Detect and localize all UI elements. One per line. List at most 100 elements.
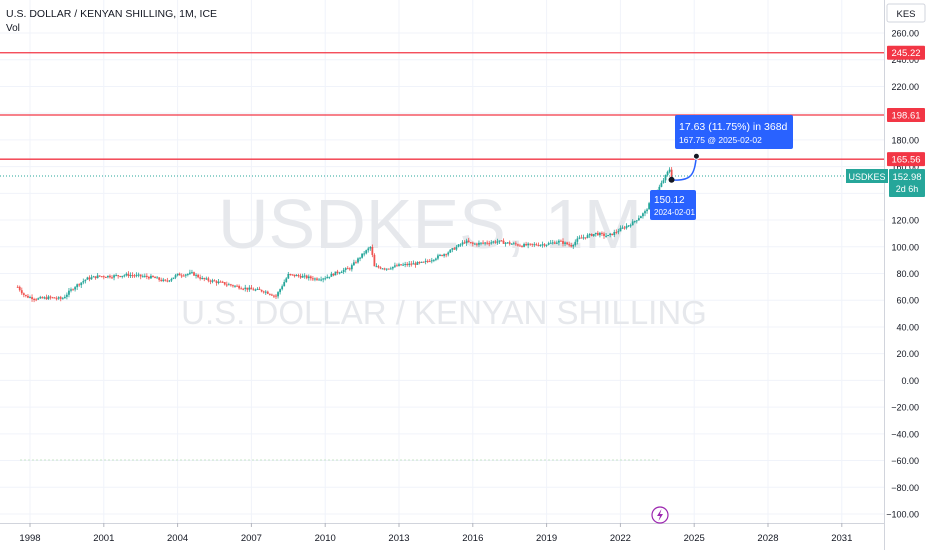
candle-body [445,254,448,256]
candle-body [82,281,85,283]
candle-body [443,254,445,256]
candle-body [605,235,607,237]
measure-start-point[interactable] [668,176,675,183]
candle-body [16,286,19,288]
candle-body [160,279,163,281]
candle-body [279,289,281,293]
candle-body [76,284,79,288]
measure-start-box [650,190,696,220]
candle-body [590,233,593,236]
candle-body [508,242,511,245]
candle-body [586,235,589,238]
currency-label: KES [896,9,915,20]
candle-body [517,244,519,246]
candle-body [303,275,306,277]
candle-body [121,275,124,277]
candle-body [523,243,525,247]
candle-body [45,297,48,300]
candle-body [90,277,93,280]
time-tick-label: 2013 [388,533,409,544]
candle-body [601,232,603,234]
candle-body [115,275,117,277]
volume-legend[interactable]: Vol [6,23,20,34]
candle-body [486,242,489,244]
candle-body [512,243,515,245]
price-tick-label: 160.00 [891,162,919,172]
candle-body [420,261,423,263]
candle-body [166,280,169,282]
candle-body [336,271,339,273]
candle-body [318,279,320,281]
candle-body [457,244,460,247]
measure-headline: 17.63 (11.75%) in 368d [679,121,788,133]
candle-body [102,276,105,278]
price-tick-label: 40.00 [896,322,919,332]
candle-body [406,263,409,266]
time-axis-ticks[interactable]: 1998 2001 2004 2007 2010 2013 2016 2019 2022 2025… [19,523,852,544]
candle-body [59,297,62,299]
candle-body [398,264,400,266]
measure-detail: 167.75 @ 2025-02-02 [679,135,762,145]
candle-body [451,248,454,250]
candle-body [416,262,419,265]
candle-body [660,182,663,187]
candle-body [211,280,214,282]
candle-body [357,258,359,263]
candle-body [232,285,234,287]
candle-body [260,289,263,292]
candle-body [240,288,243,290]
candle-body [31,297,33,300]
candle-body [506,242,509,244]
candle-body [223,282,226,285]
lightning-icon [657,509,663,521]
candle-body [615,231,618,233]
candle-body [633,221,636,223]
candle-body [22,293,25,295]
price-candles[interactable] [16,167,673,303]
candle-body [61,298,64,300]
price-range-measure[interactable]: 17.63 (11.75%) in 368d 167.75 @ 2025-02-… [650,115,793,220]
candle-body [145,275,148,278]
candle-body [234,285,236,287]
candle-body [113,275,115,278]
candle-body [560,240,562,242]
time-tick-label: 2028 [757,533,778,544]
candle-body [29,297,31,299]
candle-body [63,296,66,299]
candle-body [78,284,81,286]
candle-body [123,275,126,277]
candle-body [609,233,612,236]
candle-body [252,289,255,291]
candle-body [640,216,642,219]
candle-body [547,243,550,245]
candle-body [476,243,478,245]
candle-body [312,278,314,280]
currency-button[interactable] [886,3,926,23]
candle-body [295,275,298,277]
candle-body [525,243,527,246]
candle-body [230,284,232,286]
candle-body [473,243,476,245]
candle-body [178,273,181,276]
candle-body [275,295,277,297]
candle-body [43,297,46,299]
candle-body [264,291,267,293]
candle-body [156,277,158,279]
candle-body [273,295,275,297]
candle-body [430,260,433,262]
candle-body [373,254,376,267]
candle-body [285,278,288,283]
price-axis-bg[interactable] [884,0,932,550]
candle-body [346,268,349,270]
candle-body [35,299,38,301]
price-tick-label: −60.00 [891,456,919,466]
candle-body [162,279,165,281]
candle-body [68,290,70,295]
candle-body [562,240,564,244]
candle-body [599,232,601,236]
candle-body [379,267,382,269]
candle-body [566,242,568,245]
measure-end-point[interactable] [692,152,700,160]
time-tick-label: 2019 [536,533,557,544]
